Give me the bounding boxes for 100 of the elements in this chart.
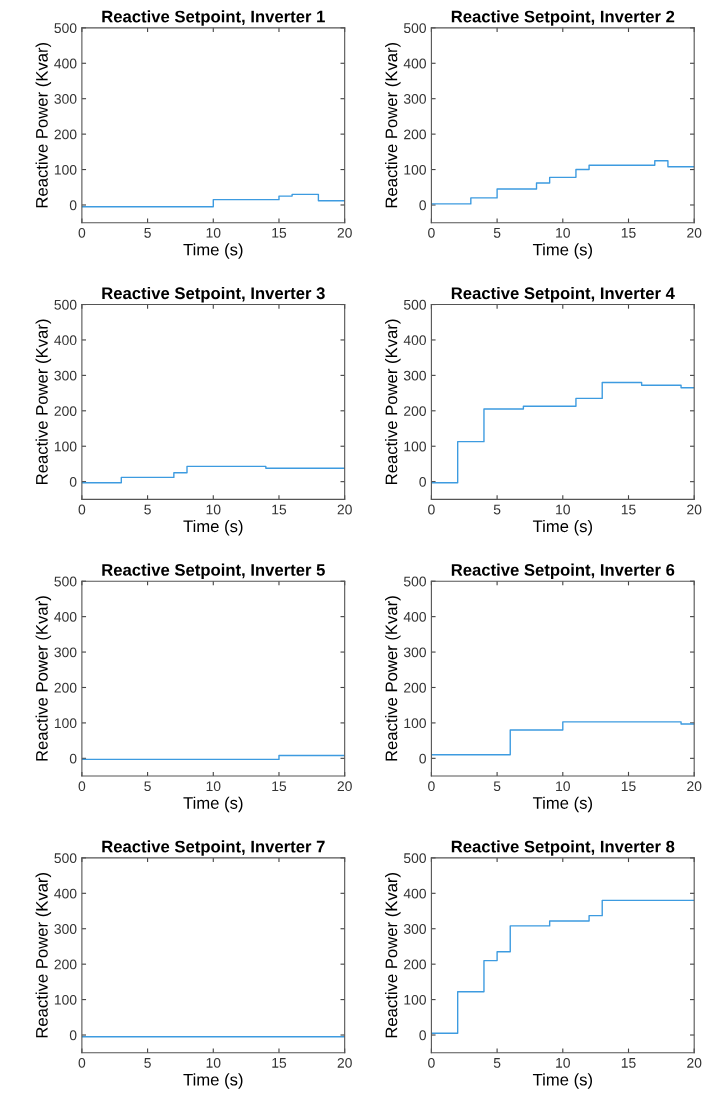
x-tick-label: 15: [272, 781, 287, 792]
y-tick-label: 0: [419, 200, 426, 211]
y-tick-label: 100: [404, 718, 426, 729]
y-tick-label: 500: [54, 299, 77, 310]
x-tick-label: 0: [428, 227, 435, 238]
y-tick-label: 200: [404, 129, 426, 140]
x-tick-label: 15: [621, 228, 636, 238]
y-tick-label: 500: [54, 576, 77, 587]
x-tick-label: 10: [556, 504, 570, 515]
y-tick-label: 500: [403, 23, 426, 34]
y-tick-label: 200: [404, 682, 426, 693]
y-tick-label: 300: [54, 370, 77, 381]
y-axis-title: Reactive Power (Kvar): [385, 42, 401, 208]
x-tick-label: 10: [556, 227, 570, 238]
x-tick-label: 0: [78, 1057, 86, 1068]
y-tick-label: 300: [403, 94, 426, 104]
y-tick-label: 500: [54, 23, 77, 34]
y-axis-title: Reactive Power (Kvar): [35, 42, 52, 208]
x-axis-title: Time (s): [183, 796, 243, 813]
x-tick-label: 5: [493, 504, 501, 515]
x-tick-label: 15: [621, 504, 636, 515]
y-tick-label: 100: [404, 441, 426, 452]
x-tick-label: 15: [272, 1058, 287, 1068]
x-tick-label: 0: [428, 1057, 435, 1068]
x-tick-label: 15: [272, 504, 287, 515]
chart-title: Reactive Setpoint, Inverter 7: [102, 840, 325, 856]
y-tick-label: 400: [54, 335, 77, 346]
x-axis-title: Time (s): [532, 1073, 593, 1089]
x-tick-label: 5: [144, 504, 151, 515]
y-tick-label: 100: [54, 164, 77, 175]
y-tick-label: 300: [54, 94, 77, 104]
y-tick-label: 200: [404, 959, 426, 970]
y-tick-label: 200: [54, 129, 77, 140]
chart-title: Reactive Setpoint, Inverter 2: [451, 10, 675, 26]
chart-title: Reactive Setpoint, Inverter 8: [451, 840, 675, 856]
y-tick-label: 300: [403, 647, 426, 658]
x-tick-label: 0: [78, 781, 86, 792]
x-axis-title: Time (s): [183, 243, 243, 259]
x-tick-label: 0: [428, 781, 435, 792]
y-tick-label: 100: [404, 164, 426, 175]
y-axis-title: Reactive Power (Kvar): [35, 596, 52, 761]
y-tick-label: 0: [69, 200, 77, 211]
y-tick-label: 200: [54, 406, 77, 416]
x-axis-title: Time (s): [532, 796, 593, 813]
x-tick-label: 20: [337, 781, 352, 792]
y-tick-label: 400: [403, 611, 426, 622]
x-axis-title: Time (s): [532, 243, 593, 259]
x-tick-label: 5: [493, 1058, 501, 1068]
x-tick-label: 5: [493, 781, 501, 792]
x-tick-label: 10: [556, 1057, 570, 1068]
x-tick-label: 15: [272, 228, 287, 238]
x-tick-label: 0: [428, 504, 435, 515]
y-tick-label: 400: [54, 58, 77, 69]
y-tick-label: 200: [404, 406, 426, 416]
x-axis-title: Time (s): [532, 519, 593, 536]
x-tick-label: 10: [206, 227, 221, 238]
x-axis-title: Time (s): [183, 519, 243, 536]
y-tick-label: 200: [54, 959, 77, 970]
chart-title: Reactive Setpoint, Inverter 5: [102, 563, 325, 580]
x-tick-label: 10: [206, 504, 221, 515]
x-tick-label: 5: [144, 781, 151, 792]
chart-title: Reactive Setpoint, Inverter 4: [451, 286, 675, 303]
y-axis-title: Reactive Power (Kvar): [385, 596, 401, 761]
y-tick-label: 100: [404, 994, 426, 1005]
x-axis-title: Time (s): [183, 1073, 243, 1089]
y-tick-label: 0: [419, 753, 426, 764]
y-tick-label: 200: [54, 682, 77, 693]
x-tick-label: 20: [337, 1057, 352, 1068]
x-tick-label: 20: [687, 227, 702, 238]
y-tick-label: 400: [54, 888, 77, 899]
y-tick-label: 500: [403, 576, 426, 587]
x-tick-label: 10: [556, 781, 570, 792]
y-axis-title: Reactive Power (Kvar): [35, 872, 52, 1038]
y-tick-label: 500: [403, 299, 426, 310]
y-tick-label: 300: [403, 370, 426, 381]
x-tick-label: 0: [78, 227, 86, 238]
y-tick-label: 0: [69, 753, 77, 764]
y-tick-label: 0: [419, 1030, 426, 1041]
y-axis-title: Reactive Power (Kvar): [385, 319, 401, 484]
x-tick-label: 5: [144, 1058, 151, 1068]
y-tick-label: 0: [69, 476, 77, 487]
y-tick-label: 100: [54, 718, 77, 729]
y-tick-label: 0: [419, 476, 426, 487]
y-tick-label: 100: [54, 441, 77, 452]
x-tick-label: 5: [493, 228, 501, 238]
x-tick-label: 15: [621, 1058, 636, 1068]
y-tick-label: 300: [54, 924, 77, 934]
y-tick-label: 400: [54, 611, 77, 622]
y-tick-label: 500: [54, 853, 77, 864]
y-tick-label: 400: [403, 335, 426, 346]
x-tick-label: 20: [337, 227, 352, 238]
x-tick-label: 20: [337, 504, 352, 515]
x-tick-label: 15: [621, 781, 636, 792]
x-tick-label: 20: [687, 1057, 702, 1068]
y-axis-title: Reactive Power (Kvar): [385, 872, 401, 1038]
y-tick-label: 0: [69, 1030, 77, 1041]
chart-title: Reactive Setpoint, Inverter 6: [451, 563, 675, 580]
chart-title: Reactive Setpoint, Inverter 1: [102, 10, 325, 26]
y-tick-label: 500: [403, 853, 426, 864]
chart-title: Reactive Setpoint, Inverter 3: [102, 286, 325, 303]
